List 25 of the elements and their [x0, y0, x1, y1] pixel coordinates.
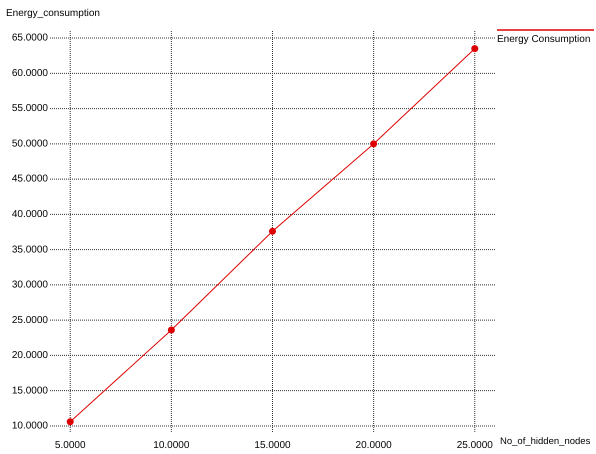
y-tick-label: 15.0000	[12, 385, 48, 396]
y-tick-label: 35.0000	[12, 244, 48, 256]
x-tick-label: 15.0000	[254, 440, 292, 451]
y-tick-label: 60.0000	[12, 68, 48, 79]
y-tick-label: 40.0000	[12, 209, 48, 220]
y-axis-title: Energy_consumption	[6, 8, 100, 19]
point	[66, 418, 74, 426]
y-tick-label: 25.0000	[12, 314, 48, 326]
y-tick-label: 55.0000	[12, 103, 48, 114]
x-tick-label: 10.0000	[153, 440, 190, 451]
point	[168, 326, 175, 334]
x-axis-title: No_of_hidden_nodes	[500, 436, 591, 447]
x-tick-label: 5.0000	[54, 440, 86, 451]
y-tick-label: 20.0000	[12, 350, 48, 362]
point	[269, 228, 276, 235]
y-tick-label: 30.0000	[12, 280, 48, 291]
x-tick-label: 25.0000	[456, 440, 494, 451]
point	[370, 140, 378, 148]
point	[471, 45, 478, 52]
y-tick-label: 10.0000	[12, 420, 48, 432]
y-tick-label: 65.0000	[12, 32, 48, 44]
x-tick-label: 20.0000	[356, 440, 392, 451]
y-tick-label: 45.0000	[12, 174, 48, 185]
y-tick-label: 50.0000	[12, 138, 48, 150]
series-label: Energy Consumption	[497, 34, 590, 45]
